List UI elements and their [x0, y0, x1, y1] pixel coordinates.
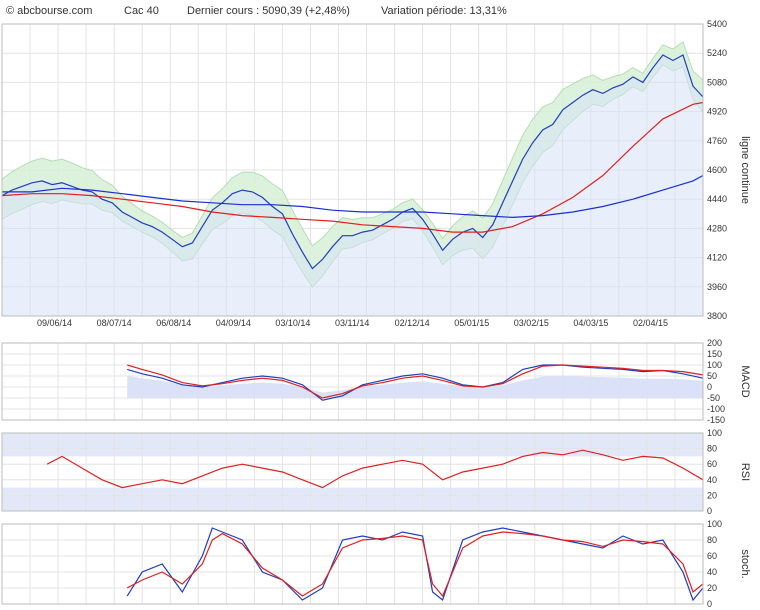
y-tick-price-8: 5080 [707, 77, 727, 87]
y-axis-label-stoch.: stoch. [739, 549, 751, 578]
x-tick-4: 03/10/14 [275, 318, 310, 328]
y-tick-RSI-5: 0 [707, 506, 712, 516]
instrument-name: Cac 40 [124, 5, 159, 17]
y-axis-label-RSI: RSI [739, 463, 751, 481]
x-tick-1: 08/07/14 [97, 318, 132, 328]
site-credit: © abcbourse.com [6, 5, 93, 17]
y-tick-stoch.-4: 20 [707, 583, 717, 593]
y-tick-stoch.-0: 100 [707, 519, 722, 529]
y-tick-price-6: 4760 [707, 136, 727, 146]
series-stoch.-1 [126, 531, 704, 598]
rsi-overbought-band [2, 433, 703, 457]
y-tick-MACD-4: 0 [707, 382, 712, 392]
x-tick-6: 02/12/14 [395, 318, 430, 328]
x-tick-7: 05/01/15 [454, 318, 489, 328]
y-tick-price-9: 5240 [707, 48, 727, 58]
series-price-0 [1, 54, 704, 270]
period-variation: Variation période: 13,31% [381, 5, 507, 17]
y-tick-price-5: 4600 [707, 165, 727, 175]
y-tick-MACD-7: -150 [707, 415, 725, 425]
chart-header: © abcbourse.com Cac 40 Dernier cours : 5… [0, 0, 760, 22]
series-stoch.-0 [126, 527, 704, 602]
y-tick-stoch.-2: 60 [707, 551, 717, 561]
y-tick-MACD-2: 100 [707, 360, 722, 370]
y-tick-RSI-1: 80 [707, 444, 717, 454]
panel-stoch.-frame [1, 523, 704, 605]
panel-MACD-frame [1, 342, 704, 421]
y-tick-price-1: 3960 [707, 282, 727, 292]
price-area [2, 55, 703, 316]
y-tick-MACD-3: 50 [707, 371, 717, 381]
series-price-1 [1, 101, 704, 233]
y-tick-price-0: 3800 [707, 311, 727, 321]
y-tick-price-3: 4280 [707, 223, 727, 233]
panel-price-frame [1, 23, 704, 317]
x-tick-9: 04/03/15 [573, 318, 608, 328]
y-tick-stoch.-5: 0 [707, 599, 712, 609]
y-tick-price-2: 4120 [707, 253, 727, 263]
panel-stoch.-background [2, 524, 703, 604]
x-tick-3: 04/09/14 [216, 318, 251, 328]
y-axis-label-MACD: MACD [739, 365, 751, 397]
macd-histogram [127, 376, 703, 398]
y-tick-RSI-4: 20 [707, 490, 717, 500]
x-tick-5: 03/11/14 [335, 318, 369, 328]
y-axis-label-price: ligne continue [739, 136, 751, 204]
y-tick-price-7: 4920 [707, 107, 727, 117]
panel-RSI-frame [1, 432, 704, 512]
y-tick-price-4: 4440 [707, 194, 727, 204]
y-tick-MACD-5: -50 [707, 393, 720, 403]
rsi-oversold-band [2, 487, 703, 511]
x-tick-8: 03/02/15 [514, 318, 549, 328]
y-tick-MACD-1: 150 [707, 349, 722, 359]
y-tick-stoch.-3: 40 [707, 567, 717, 577]
y-tick-RSI-0: 100 [707, 428, 722, 438]
series-RSI-0 [46, 449, 704, 489]
y-tick-stoch.-1: 80 [707, 535, 717, 545]
series-price-2 [2, 174, 704, 219]
y-tick-RSI-2: 60 [707, 459, 717, 469]
last-price: Dernier cours : 5090,39 (+2,48%) [187, 5, 350, 17]
y-tick-RSI-3: 40 [707, 475, 717, 485]
series-MACD-0 [127, 364, 704, 401]
y-tick-MACD-6: -100 [707, 404, 725, 414]
x-tick-10: 02/04/15 [633, 318, 668, 328]
x-tick-2: 06/08/14 [156, 318, 191, 328]
series-MACD-1 [127, 364, 704, 399]
x-tick-0: 09/06/14 [37, 318, 72, 328]
y-tick-price-10: 5400 [707, 19, 727, 29]
y-tick-MACD-0: 200 [707, 338, 722, 348]
